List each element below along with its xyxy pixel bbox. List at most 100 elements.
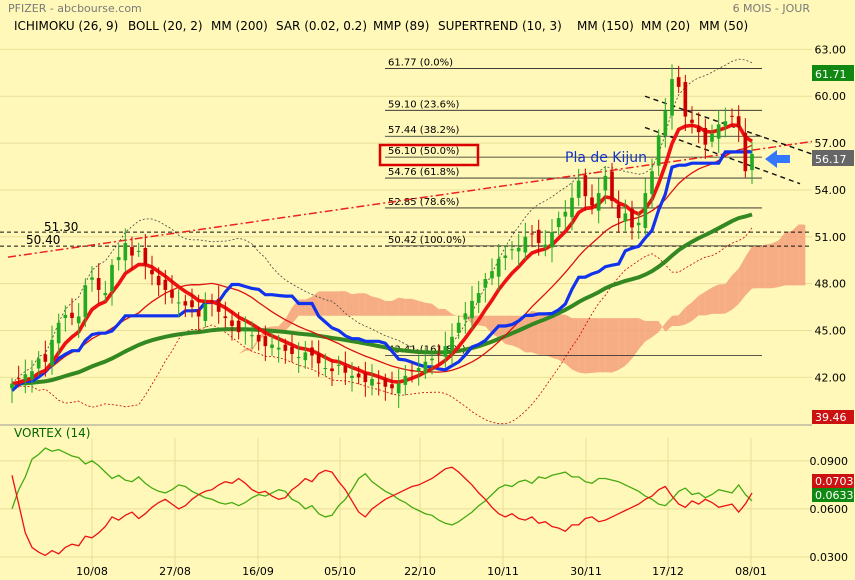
candle-body bbox=[603, 175, 608, 191]
level-lower-label: 50.40 bbox=[26, 233, 60, 247]
highlight-box bbox=[378, 143, 480, 167]
candle-body bbox=[716, 124, 721, 139]
cloud-segment bbox=[705, 287, 712, 316]
legend-mmp89: MMP (89) bbox=[373, 19, 429, 33]
candle-body bbox=[416, 368, 421, 372]
candle-body bbox=[403, 375, 408, 385]
candle-body bbox=[216, 298, 221, 312]
fibonacci-label: 52.85 (78.6%) bbox=[388, 197, 459, 208]
candle-body bbox=[256, 334, 261, 342]
candle-body bbox=[696, 126, 701, 133]
cloud-segment bbox=[625, 318, 632, 366]
candle-body bbox=[596, 193, 601, 211]
candle-body bbox=[496, 258, 501, 277]
candle-body bbox=[490, 271, 494, 279]
cloud-segment bbox=[398, 297, 406, 316]
date-label: 16/09 bbox=[242, 565, 274, 578]
candle-body bbox=[683, 82, 688, 117]
indicator-lines bbox=[7, 95, 813, 392]
candle-body bbox=[610, 171, 614, 201]
candle-body bbox=[250, 335, 254, 337]
candle-body bbox=[450, 336, 454, 351]
candle-body bbox=[190, 300, 194, 308]
candle-body bbox=[383, 379, 388, 387]
candle-body bbox=[130, 247, 134, 256]
date-label: 05/10 bbox=[324, 565, 356, 578]
cloud-segment bbox=[678, 307, 686, 326]
cloud-segment bbox=[378, 297, 386, 316]
date-label: 10/11 bbox=[487, 565, 519, 578]
candle-body bbox=[203, 303, 208, 321]
cloud-segment bbox=[712, 284, 719, 314]
candle-body bbox=[743, 132, 748, 172]
candle-body bbox=[330, 368, 334, 372]
candle-body bbox=[36, 358, 41, 369]
cloud-segment bbox=[358, 293, 366, 316]
legend-supertrend: SUPERTREND (10, 3) bbox=[438, 19, 562, 33]
candle-body bbox=[290, 346, 294, 354]
legend-ichimoku: ICHIMOKU (26, 9) bbox=[14, 19, 118, 33]
candle-body bbox=[623, 213, 628, 222]
cloud-segment bbox=[405, 298, 412, 316]
high-badge bbox=[812, 65, 854, 81]
fibonacci-label: 54.76 (61.8%) bbox=[388, 167, 459, 178]
cloud-segment bbox=[425, 302, 432, 316]
candle-body bbox=[710, 133, 714, 142]
cloud-segment bbox=[572, 318, 579, 373]
bottom-badge bbox=[812, 410, 854, 424]
candle-body bbox=[270, 344, 274, 348]
cloud-segment bbox=[365, 293, 372, 316]
candle-body bbox=[90, 277, 94, 280]
candle-body bbox=[296, 357, 301, 359]
candle-body bbox=[463, 313, 468, 320]
candle-body bbox=[730, 115, 734, 117]
candle-body bbox=[16, 378, 21, 380]
candle-body bbox=[103, 293, 108, 296]
candle-body bbox=[223, 316, 228, 319]
high-badge-text: 61.71 bbox=[815, 68, 847, 81]
vortex-tick-label: 0.0900 bbox=[810, 455, 849, 468]
candle-body bbox=[63, 314, 68, 319]
cloud-segment bbox=[745, 246, 752, 296]
candle-body bbox=[576, 180, 581, 198]
cloud-segment bbox=[658, 321, 666, 333]
vortex-red-text: 0.0703 bbox=[815, 475, 854, 488]
price-tick-label: 57.00 bbox=[815, 137, 847, 150]
candle-body bbox=[150, 269, 154, 275]
candle-body bbox=[656, 135, 661, 166]
candle-body bbox=[276, 347, 281, 350]
candle-body bbox=[183, 301, 188, 306]
fibonacci-label: 59.10 (23.6%) bbox=[388, 99, 459, 110]
candle-body bbox=[443, 346, 448, 357]
support-levels bbox=[0, 231, 812, 247]
cloud-segment bbox=[685, 302, 692, 325]
supertrend-line bbox=[11, 123, 753, 386]
fibonacci-label: 43.41 (161.8%) bbox=[388, 344, 466, 355]
last-price-badge bbox=[812, 150, 854, 166]
candle-body bbox=[523, 236, 528, 253]
cloud-segment bbox=[665, 315, 672, 332]
candle-body bbox=[590, 197, 594, 206]
candle-body bbox=[230, 320, 234, 326]
candle-body bbox=[110, 264, 114, 292]
cloud-segment bbox=[605, 318, 612, 373]
legend-mm200: MM (200) bbox=[211, 19, 268, 33]
cloud-segment bbox=[552, 312, 559, 360]
mm150-line bbox=[11, 212, 753, 386]
cloud-segment bbox=[758, 244, 766, 289]
bollinger-bands bbox=[11, 58, 753, 425]
candle-body bbox=[636, 222, 641, 226]
cloud-segment bbox=[732, 268, 739, 310]
candle-body bbox=[76, 316, 81, 324]
price-tick-label: 63.00 bbox=[815, 43, 847, 56]
cloud-segment bbox=[698, 291, 706, 316]
candle-body bbox=[163, 279, 168, 290]
date-label: 08/01 bbox=[735, 565, 767, 578]
candle-body bbox=[690, 119, 694, 123]
candle-body bbox=[556, 218, 561, 228]
candle-body bbox=[236, 320, 241, 333]
date-label: 10/08 bbox=[76, 565, 108, 578]
cloud-segment bbox=[725, 275, 732, 314]
cloud-segment bbox=[338, 291, 346, 316]
cloud-segment bbox=[612, 318, 619, 373]
